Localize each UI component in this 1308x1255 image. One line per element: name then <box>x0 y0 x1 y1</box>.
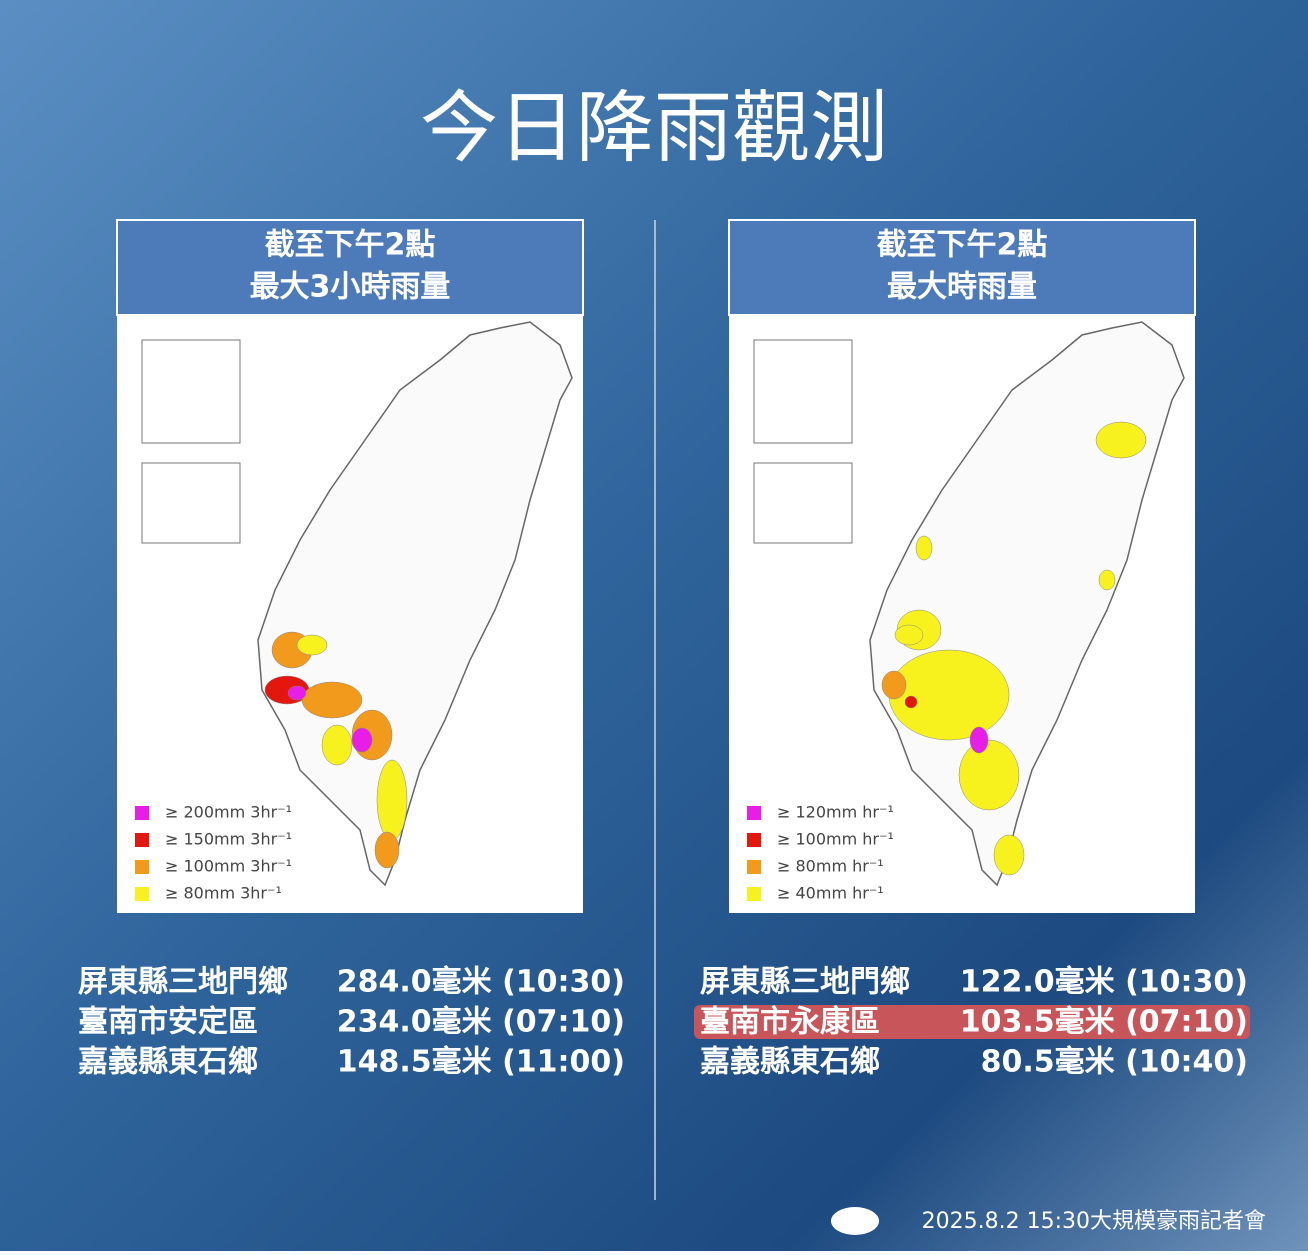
legend-swatch <box>135 833 149 847</box>
logo <box>831 1207 879 1235</box>
panel-header-text: 截至下午2點 <box>877 228 1048 263</box>
legend-label: ≥ 80mm hr⁻¹ <box>777 857 884 876</box>
legend-label: ≥ 120mm hr⁻¹ <box>777 803 894 822</box>
panel-header-text: 最大3小時雨量 <box>250 270 451 305</box>
legend-label: ≥ 200mm 3hr⁻¹ <box>165 803 292 822</box>
rain-area <box>969 726 989 754</box>
rain-area <box>915 535 933 561</box>
rain-area <box>351 727 373 753</box>
station-amount: 234.0毫米 (07:10) <box>337 1005 625 1040</box>
legend-swatch <box>747 833 761 847</box>
station-amount: 122.0毫米 (10:30) <box>960 965 1248 1000</box>
station-amount: 80.5毫米 (10:40) <box>981 1045 1248 1080</box>
rain-area <box>1095 421 1147 459</box>
map: ≥ 120mm hr⁻¹ ≥ 100mm hr⁻¹ ≥ 80mm hr⁻¹ ≥ 40m… <box>747 321 1185 903</box>
highlight-bar <box>694 1005 1250 1039</box>
inset-box <box>753 462 853 544</box>
panel-header-box <box>116 219 584 316</box>
rain-area <box>287 685 307 701</box>
station-name: 臺南市安定區 <box>78 1005 258 1040</box>
station-amount: 284.0毫米 (10:30) <box>337 965 625 1000</box>
legend-swatch <box>747 887 761 901</box>
station-name: 嘉義縣東石鄉 <box>78 1045 258 1080</box>
station-name: 嘉義縣東石鄉 <box>700 1045 880 1080</box>
rain-area <box>1098 569 1116 591</box>
rain-area <box>374 831 400 869</box>
map: ≥ 200mm 3hr⁻¹ ≥ 150mm 3hr⁻¹ ≥ 100mm 3hr⁻¹ ≥… <box>135 321 573 903</box>
panel-header-box <box>728 219 1196 316</box>
station-name: 屏東縣三地門鄉 <box>78 965 288 1000</box>
station-name: 臺南市永康區 <box>700 1005 880 1040</box>
footer: 2025.8.2 15:30大規模豪雨記者會 <box>922 1209 1266 1234</box>
legend-label: ≥ 150mm 3hr⁻¹ <box>165 830 292 849</box>
legend-swatch <box>135 860 149 874</box>
inset-box <box>141 339 241 444</box>
inset-box <box>753 339 853 444</box>
panel-header-text: 截至下午2點 <box>265 228 436 263</box>
legend-label: ≥ 100mm 3hr⁻¹ <box>165 857 292 876</box>
title: 今日降雨觀測 <box>420 83 888 173</box>
rain-area <box>993 834 1025 876</box>
inset-box <box>141 462 241 544</box>
rain-area <box>958 739 1020 811</box>
rain-area <box>376 759 408 841</box>
station-name: 屏東縣三地門鄉 <box>700 965 910 1000</box>
panel-header-text: 最大時雨量 <box>887 270 1037 305</box>
legend-label: ≥ 80mm 3hr⁻¹ <box>165 884 282 903</box>
rain-area <box>904 695 918 709</box>
legend-swatch <box>135 806 149 820</box>
rain-area <box>881 670 907 700</box>
station-amount: 103.5毫米 (07:10) <box>960 1005 1248 1040</box>
rain-area <box>296 634 328 656</box>
legend-swatch <box>747 860 761 874</box>
station-amount: 148.5毫米 (11:00) <box>337 1045 625 1080</box>
legend-swatch <box>135 887 149 901</box>
rain-area <box>894 624 924 646</box>
legend-label: ≥ 100mm hr⁻¹ <box>777 830 894 849</box>
rain-area <box>888 649 1010 741</box>
rain-area <box>301 681 363 719</box>
legend-label: ≥ 40mm hr⁻¹ <box>777 884 884 903</box>
legend-swatch <box>747 806 761 820</box>
rain-area <box>321 724 353 766</box>
